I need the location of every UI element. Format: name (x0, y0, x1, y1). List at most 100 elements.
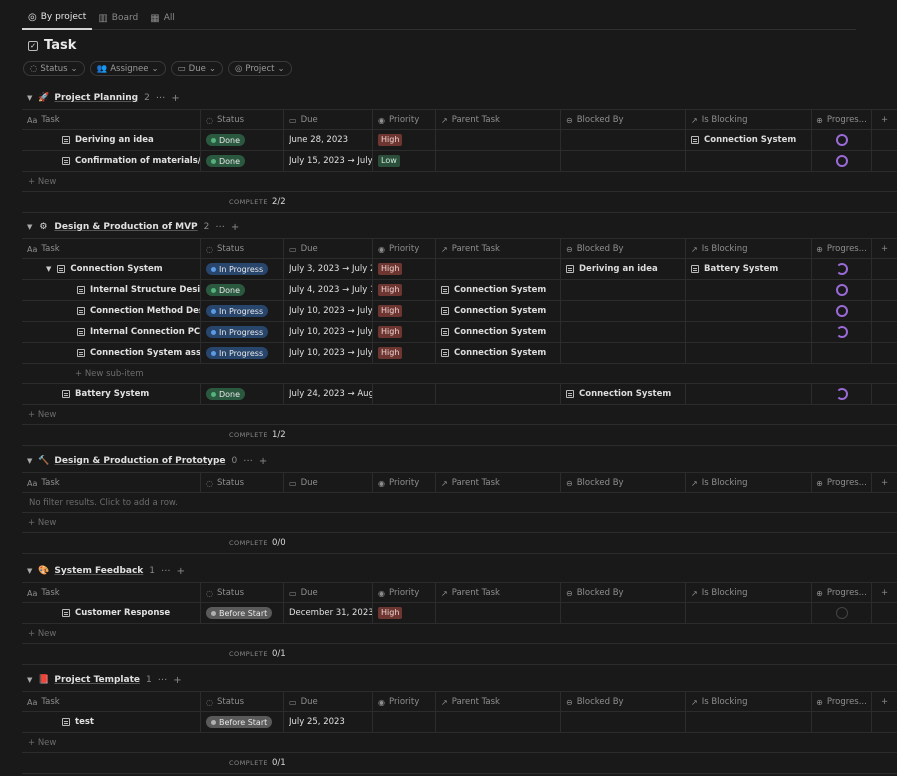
status-cell[interactable]: In Progress (201, 301, 284, 321)
table-row[interactable]: Deriving an idea Done June 28, 2023 High Con… (22, 130, 897, 151)
parent-task-cell[interactable] (436, 151, 561, 171)
column-blocked-by[interactable]: ⊖ Blocked By (561, 110, 686, 130)
due-cell[interactable]: July 25, 2023 (284, 712, 373, 732)
status-filter-button[interactable]: ◌ Status ⌄ (23, 61, 85, 76)
parent-task-cell[interactable]: Connection System (436, 322, 561, 342)
add-column-button[interactable]: + (880, 115, 889, 125)
relation-link[interactable]: Connection System (441, 348, 546, 358)
table-row[interactable]: Battery System Done July 24, 2023 → Augu Co… (22, 384, 897, 405)
due-cell[interactable]: July 10, 2023 → July 2 (284, 322, 373, 342)
add-icon[interactable]: + (176, 565, 185, 577)
column-blocked-by[interactable]: ⊖ Blocked By (561, 583, 686, 603)
is-blocking-cell[interactable] (686, 712, 812, 732)
due-cell[interactable]: July 15, 2023 → July 1 (284, 151, 373, 171)
task-name[interactable]: Internal Structure Design (90, 285, 200, 295)
more-icon[interactable]: ··· (157, 674, 168, 686)
status-cell[interactable]: Done (201, 384, 284, 404)
table-row[interactable]: Internal Structure Design Done July 4, 202… (22, 280, 897, 301)
task-cell[interactable]: Customer Response (22, 603, 201, 623)
blocked-by-cell[interactable]: Deriving an idea (561, 259, 686, 279)
due-cell[interactable]: July 3, 2023 → July 21 (284, 259, 373, 279)
relation-link[interactable]: Connection System (441, 327, 546, 337)
column-is-blocking[interactable]: ↗ Is Blocking (686, 583, 812, 603)
blocked-by-cell[interactable] (561, 301, 686, 321)
task-name[interactable]: Battery System (75, 389, 150, 399)
task-name[interactable]: Connection Method Design (90, 306, 200, 316)
blocked-by-cell[interactable] (561, 712, 686, 732)
relation-link[interactable]: Deriving an idea (566, 264, 658, 274)
parent-task-cell[interactable]: Connection System (436, 301, 561, 321)
more-icon[interactable]: ··· (243, 455, 253, 467)
blocked-by-cell[interactable]: Connection System (561, 384, 686, 404)
column-priority[interactable]: ◉ Priority (373, 110, 436, 130)
status-cell[interactable]: Done (201, 151, 284, 171)
task-name[interactable]: Connection System assembly (90, 348, 200, 358)
blocked-by-cell[interactable] (561, 343, 686, 363)
status-cell[interactable]: Done (201, 130, 284, 150)
empty-state[interactable]: No filter results. Click to add a row. (22, 493, 897, 513)
parent-task-cell[interactable] (436, 603, 561, 623)
table-row[interactable]: Confirmation of materials/facilit Done Jul… (22, 151, 897, 172)
status-cell[interactable]: In Progress (201, 259, 284, 279)
due-cell[interactable]: July 10, 2023 → July 2 (284, 343, 373, 363)
is-blocking-cell[interactable] (686, 343, 812, 363)
caret-down-icon[interactable]: ▼ (27, 457, 33, 465)
column-progress[interactable]: ⊕ Progres... (812, 110, 872, 130)
column-progress[interactable]: ⊕ Progres... (812, 239, 872, 259)
new-row-button[interactable]: + New (22, 733, 897, 753)
column-task[interactable]: Aa Task (22, 692, 201, 712)
status-cell[interactable]: Before Start (201, 712, 284, 732)
table-row[interactable]: Connection System assembly In Progress Jul… (22, 343, 897, 364)
group-header[interactable]: ▼ 📕 Project Template 1 ··· + (22, 669, 897, 691)
task-cell[interactable]: Internal Connection PCB Design (22, 322, 201, 342)
task-cell[interactable]: ▼ Connection System (22, 259, 201, 279)
table-row[interactable]: test Before Start July 25, 2023 (22, 712, 897, 733)
is-blocking-cell[interactable] (686, 384, 812, 404)
due-cell[interactable]: July 4, 2023 → July 10 (284, 280, 373, 300)
group-name[interactable]: Design & Production of MVP (54, 222, 198, 232)
priority-cell[interactable]: High (373, 280, 436, 300)
progress-cell[interactable] (812, 712, 872, 732)
priority-cell[interactable]: High (373, 603, 436, 623)
relation-link[interactable]: Connection System (441, 306, 546, 316)
add-icon[interactable]: + (230, 221, 240, 233)
parent-task-cell[interactable] (436, 130, 561, 150)
due-filter-button[interactable]: ▭ Due ⌄ (170, 61, 223, 76)
column-progress[interactable]: ⊕ Progres... (812, 473, 872, 493)
column-task[interactable]: Aa Task (22, 239, 201, 259)
is-blocking-cell[interactable] (686, 301, 812, 321)
table-row[interactable]: Connection Method Design In Progress July … (22, 301, 897, 322)
more-icon[interactable]: ··· (155, 92, 166, 104)
task-cell[interactable]: Deriving an idea (22, 130, 201, 150)
column-parent-task[interactable]: ↗ Parent Task (436, 473, 561, 493)
column-status[interactable]: ◌ Status (201, 110, 284, 130)
due-cell[interactable]: July 10, 2023 → July 2 (284, 301, 373, 321)
task-name[interactable]: Deriving an idea (75, 135, 154, 145)
column-is-blocking[interactable]: ↗ Is Blocking (686, 692, 812, 712)
column-blocked-by[interactable]: ⊖ Blocked By (561, 239, 686, 259)
progress-cell[interactable] (812, 322, 872, 342)
column-status[interactable]: ◌ Status (201, 239, 284, 259)
priority-cell[interactable]: High (373, 259, 436, 279)
column-task[interactable]: Aa Task (22, 110, 201, 130)
task-cell[interactable]: Connection Method Design (22, 301, 201, 321)
add-icon[interactable]: + (171, 92, 180, 104)
progress-cell[interactable] (812, 603, 872, 623)
group-header[interactable]: ▼ 🚀 Project Planning 2 ··· + (22, 87, 897, 109)
column-due[interactable]: ▭ Due (284, 239, 373, 259)
progress-cell[interactable] (812, 301, 872, 321)
task-cell[interactable]: Connection System assembly (22, 343, 201, 363)
is-blocking-cell[interactable] (686, 280, 812, 300)
relation-link[interactable]: Connection System (691, 135, 796, 145)
group-header[interactable]: ▼ 🔨 Design & Production of Prototype 0 ··· + (22, 450, 897, 472)
group-header[interactable]: ▼ ⚙ Design & Production of MVP 2 ··· + (22, 216, 897, 238)
task-name[interactable]: Customer Response (75, 608, 171, 618)
column-priority[interactable]: ◉ Priority (373, 692, 436, 712)
is-blocking-cell[interactable]: Connection System (686, 130, 812, 150)
add-icon[interactable]: + (258, 455, 268, 467)
blocked-by-cell[interactable] (561, 130, 686, 150)
table-row[interactable]: Customer Response Before Start December 31… (22, 603, 897, 624)
column-progress[interactable]: ⊕ Progres... (812, 583, 872, 603)
status-cell[interactable]: Before Start (201, 603, 284, 623)
priority-cell[interactable] (373, 384, 436, 404)
